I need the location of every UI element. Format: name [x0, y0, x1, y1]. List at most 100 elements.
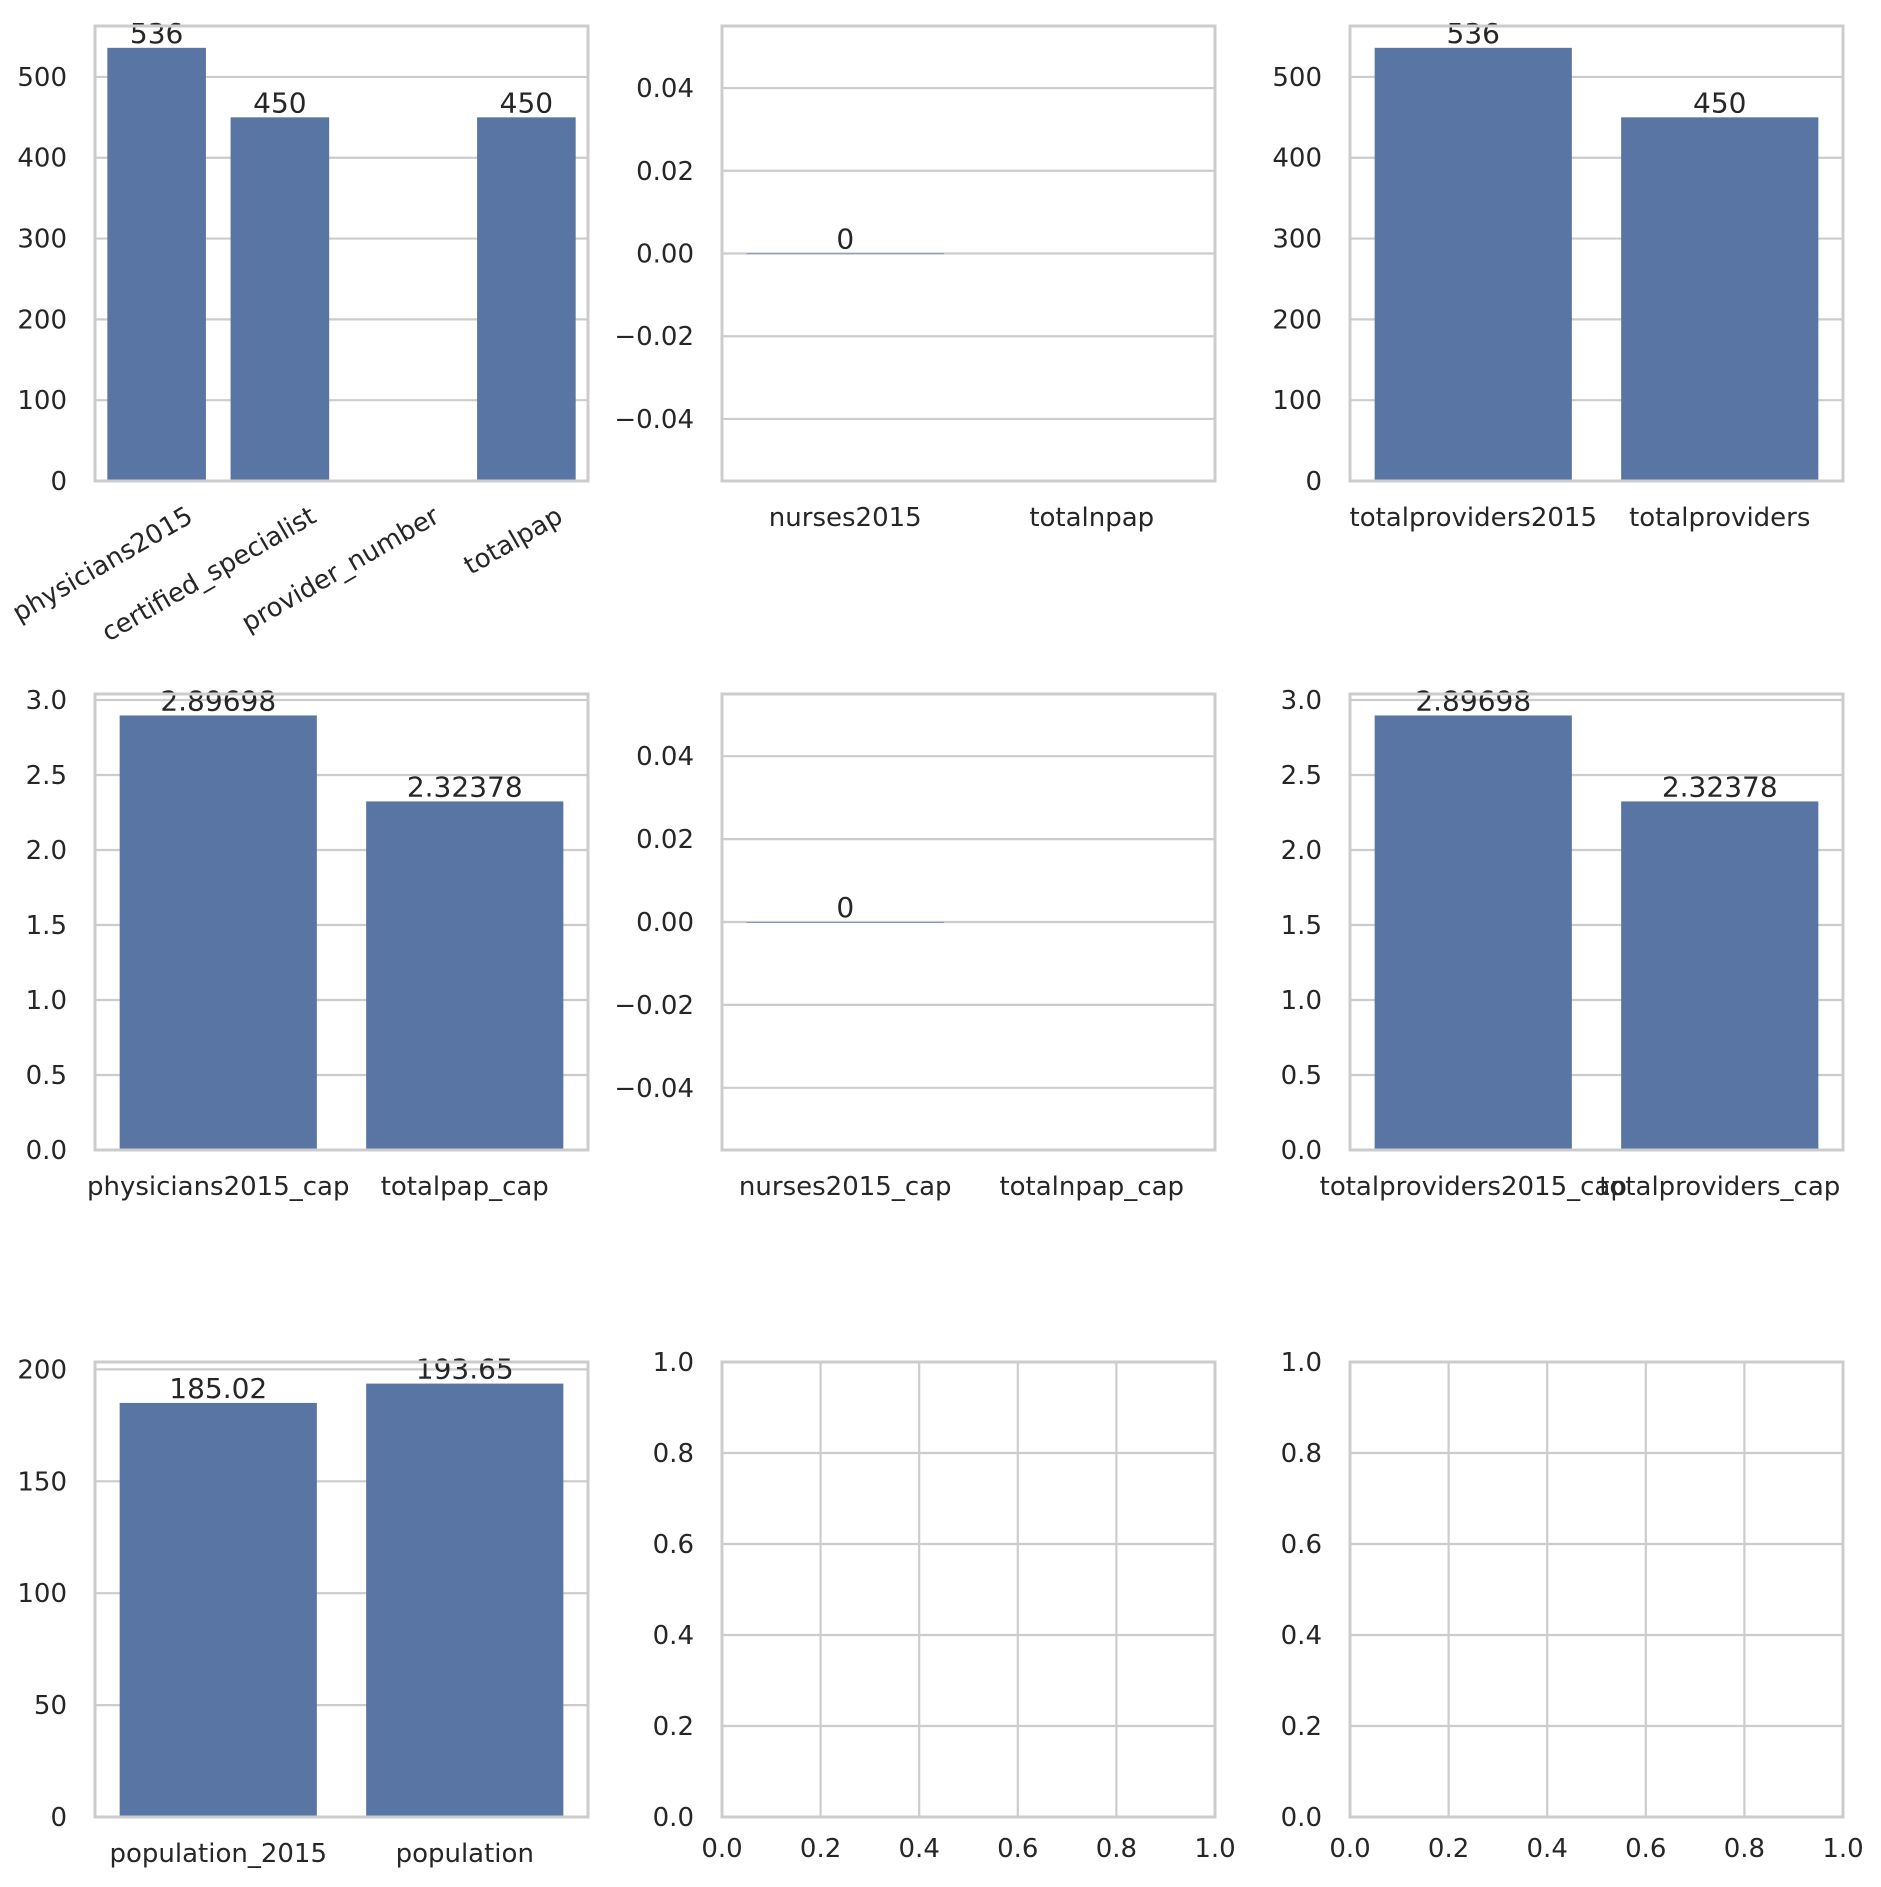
- y-tick-label: 0.8: [653, 1439, 694, 1469]
- x-tick-label: certified_specialist: [97, 501, 322, 648]
- x-tick-label: 0.2: [1428, 1834, 1469, 1864]
- axes-frame: [720, 24, 1217, 483]
- subplot-4: 2.89698 physicians2015_cap 2.32378 totalpap…: [26, 684, 590, 1202]
- bar-value-label: 536: [1447, 17, 1500, 50]
- y-tick-label: 0.00: [636, 908, 694, 938]
- x-tick-label: nurses2015_cap: [739, 1172, 952, 1202]
- subplot-9: 0.0 0.2 0.4 0.6 0.8 1.0 0.0 0.2 0.4 0.6 0.8 1.0: [1281, 1348, 1864, 1864]
- x-tick-label: totalproviders: [1629, 503, 1810, 533]
- subplot-7: 185.02 population_2015 193.65 population 0 50…: [17, 1353, 590, 1869]
- y-tick-label: 1.0: [1281, 986, 1322, 1016]
- x-tick-label: 0.6: [997, 1834, 1038, 1864]
- y-tick-label: 0.02: [636, 825, 694, 855]
- x-tick-label: physicians2015_cap: [87, 1172, 350, 1202]
- bar-value-label: 2.89698: [160, 684, 276, 717]
- bar-value-label: 2.32378: [1662, 770, 1778, 803]
- x-tick-label: totalpap_cap: [381, 1172, 549, 1202]
- x-tick-label: 0.0: [1329, 1834, 1370, 1864]
- bar: [1374, 715, 1572, 1150]
- y-tick-label: 3.0: [26, 686, 67, 716]
- y-tick-label: 3.0: [1281, 686, 1322, 716]
- bar-value-label: 0: [836, 223, 854, 256]
- y-tick-label: −0.02: [614, 991, 694, 1021]
- y-tick-label: 0.04: [636, 74, 694, 104]
- axes-frame: [93, 1360, 590, 1819]
- y-tick-label: 0.0: [653, 1803, 694, 1833]
- x-tick-label: 0.8: [1724, 1834, 1765, 1864]
- y-tick-label: 150: [17, 1467, 67, 1497]
- y-tick-label: 0: [50, 467, 67, 497]
- y-tick-label: 0.6: [1281, 1530, 1322, 1560]
- subplot-3: 536 totalproviders2015 450 totalproviders 0 1…: [1272, 17, 1845, 533]
- y-tick-label: 2.5: [1281, 761, 1322, 791]
- y-tick-label: 500: [17, 63, 67, 93]
- y-tick-label: 1.0: [26, 986, 67, 1016]
- y-tick-label: 0.6: [653, 1530, 694, 1560]
- y-tick-label: 0: [50, 1803, 67, 1833]
- bar-value-label: 0: [836, 891, 854, 924]
- bar-value-label: 185.02: [169, 1372, 267, 1405]
- axes-frame: [93, 24, 590, 483]
- x-tick-label: totalproviders2015: [1350, 503, 1598, 533]
- bar-value-label: 450: [253, 86, 306, 119]
- bar: [366, 801, 564, 1150]
- x-tick-label: 0.0: [701, 1834, 742, 1864]
- bar: [119, 715, 317, 1150]
- y-tick-label: 300: [1272, 225, 1322, 255]
- y-tick-label: 0.5: [26, 1061, 67, 1091]
- y-tick-label: 0.4: [1281, 1621, 1322, 1651]
- x-tick-label: 1.0: [1822, 1834, 1863, 1864]
- y-tick-label: 2.0: [26, 836, 67, 866]
- bar-value-label: 450: [500, 86, 553, 119]
- y-tick-label: 0.2: [653, 1712, 694, 1742]
- x-tick-label: provider_number: [237, 501, 445, 639]
- y-tick-label: 50: [34, 1691, 67, 1721]
- y-tick-label: 1.5: [26, 911, 67, 941]
- y-tick-label: 400: [1272, 144, 1322, 174]
- bar-value-label: 193.65: [416, 1353, 514, 1386]
- subplot-6: 2.89698 totalproviders2015_cap 2.32378 tota…: [1281, 684, 1845, 1202]
- x-tick-label: 0.2: [800, 1834, 841, 1864]
- bar: [477, 117, 576, 481]
- y-tick-label: 100: [17, 1579, 67, 1609]
- x-tick-label: population_2015: [109, 1839, 327, 1869]
- axes-frame: [720, 692, 1217, 1152]
- x-tick-label: population: [396, 1839, 534, 1869]
- y-tick-label: 0.0: [1281, 1136, 1322, 1166]
- y-tick-label: 300: [17, 225, 67, 255]
- y-tick-label: 2.5: [26, 761, 67, 791]
- y-tick-label: 0.0: [1281, 1803, 1322, 1833]
- x-tick-label: 0.8: [1096, 1834, 1137, 1864]
- bar-value-label: 2.32378: [407, 770, 523, 803]
- axes-frame: [1348, 24, 1845, 483]
- y-tick-label: 200: [17, 1355, 67, 1385]
- x-tick-label: 0.4: [899, 1834, 940, 1864]
- x-tick-label: totalproviders_cap: [1599, 1172, 1840, 1202]
- y-tick-label: 100: [17, 386, 67, 416]
- y-tick-label: 500: [1272, 63, 1322, 93]
- axes-frame: [720, 1360, 1217, 1819]
- y-tick-label: 0.2: [1281, 1712, 1322, 1742]
- axes-frame: [1348, 1360, 1845, 1819]
- y-tick-label: 1.5: [1281, 911, 1322, 941]
- y-tick-label: −0.04: [614, 405, 694, 435]
- y-tick-label: 0.00: [636, 240, 694, 270]
- y-tick-label: 200: [1272, 305, 1322, 335]
- bar: [1374, 47, 1572, 481]
- bar: [1621, 801, 1819, 1150]
- bar: [119, 1402, 317, 1817]
- y-tick-label: 100: [1272, 386, 1322, 416]
- x-tick-label: totalpap: [459, 501, 568, 581]
- y-tick-label: 2.0: [1281, 836, 1322, 866]
- y-tick-label: 1.0: [653, 1348, 694, 1378]
- subplot-5: 0 nurses2015_cap totalnpap_cap −0.04 −0.02 0.…: [614, 692, 1217, 1202]
- bar-value-label: 536: [130, 17, 183, 50]
- bar: [1621, 117, 1819, 481]
- bar: [746, 922, 944, 923]
- x-tick-label: nurses2015: [769, 503, 922, 533]
- x-tick-label: 0.4: [1527, 1834, 1568, 1864]
- y-tick-label: 0.04: [636, 742, 694, 772]
- bar: [746, 253, 944, 255]
- y-tick-label: −0.02: [614, 322, 694, 352]
